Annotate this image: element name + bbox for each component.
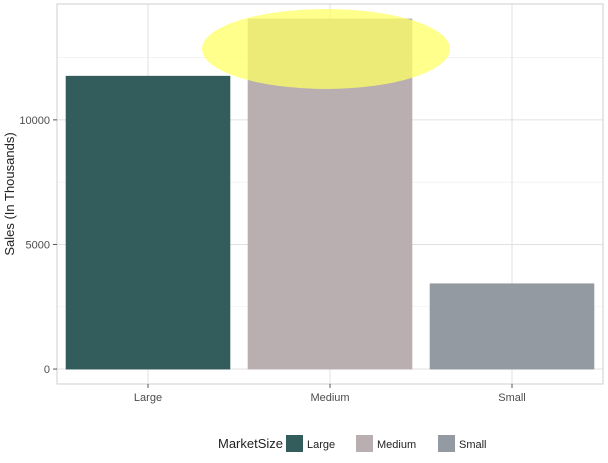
- legend-title: MarketSize: [218, 436, 283, 451]
- annotation-group: [202, 8, 450, 89]
- y-axis-label: Sales (In Thousands): [2, 132, 17, 255]
- x-tick-label-large: Large: [134, 392, 162, 404]
- highlight-ellipse: [202, 8, 450, 89]
- legend-key-large: [286, 435, 303, 452]
- x-axis-ticks: Large Medium Small: [134, 384, 526, 404]
- legend-label-large: Large: [307, 439, 335, 451]
- bar-small: [429, 283, 595, 370]
- x-tick-label-small: Small: [498, 392, 526, 404]
- bar-large: [65, 75, 231, 370]
- legend-key-medium: [356, 435, 373, 452]
- legend-key-small: [438, 435, 455, 452]
- legend-label-small: Small: [459, 439, 487, 451]
- x-tick-label-medium: Medium: [310, 392, 349, 404]
- legend: MarketSize Large Medium Small: [218, 435, 487, 452]
- y-axis-ticks: 0 5000 10000: [19, 115, 57, 376]
- legend-label-medium: Medium: [377, 439, 416, 451]
- y-tick-label: 10000: [19, 115, 50, 127]
- y-tick-label: 0: [44, 364, 50, 376]
- y-tick-label: 5000: [26, 239, 50, 251]
